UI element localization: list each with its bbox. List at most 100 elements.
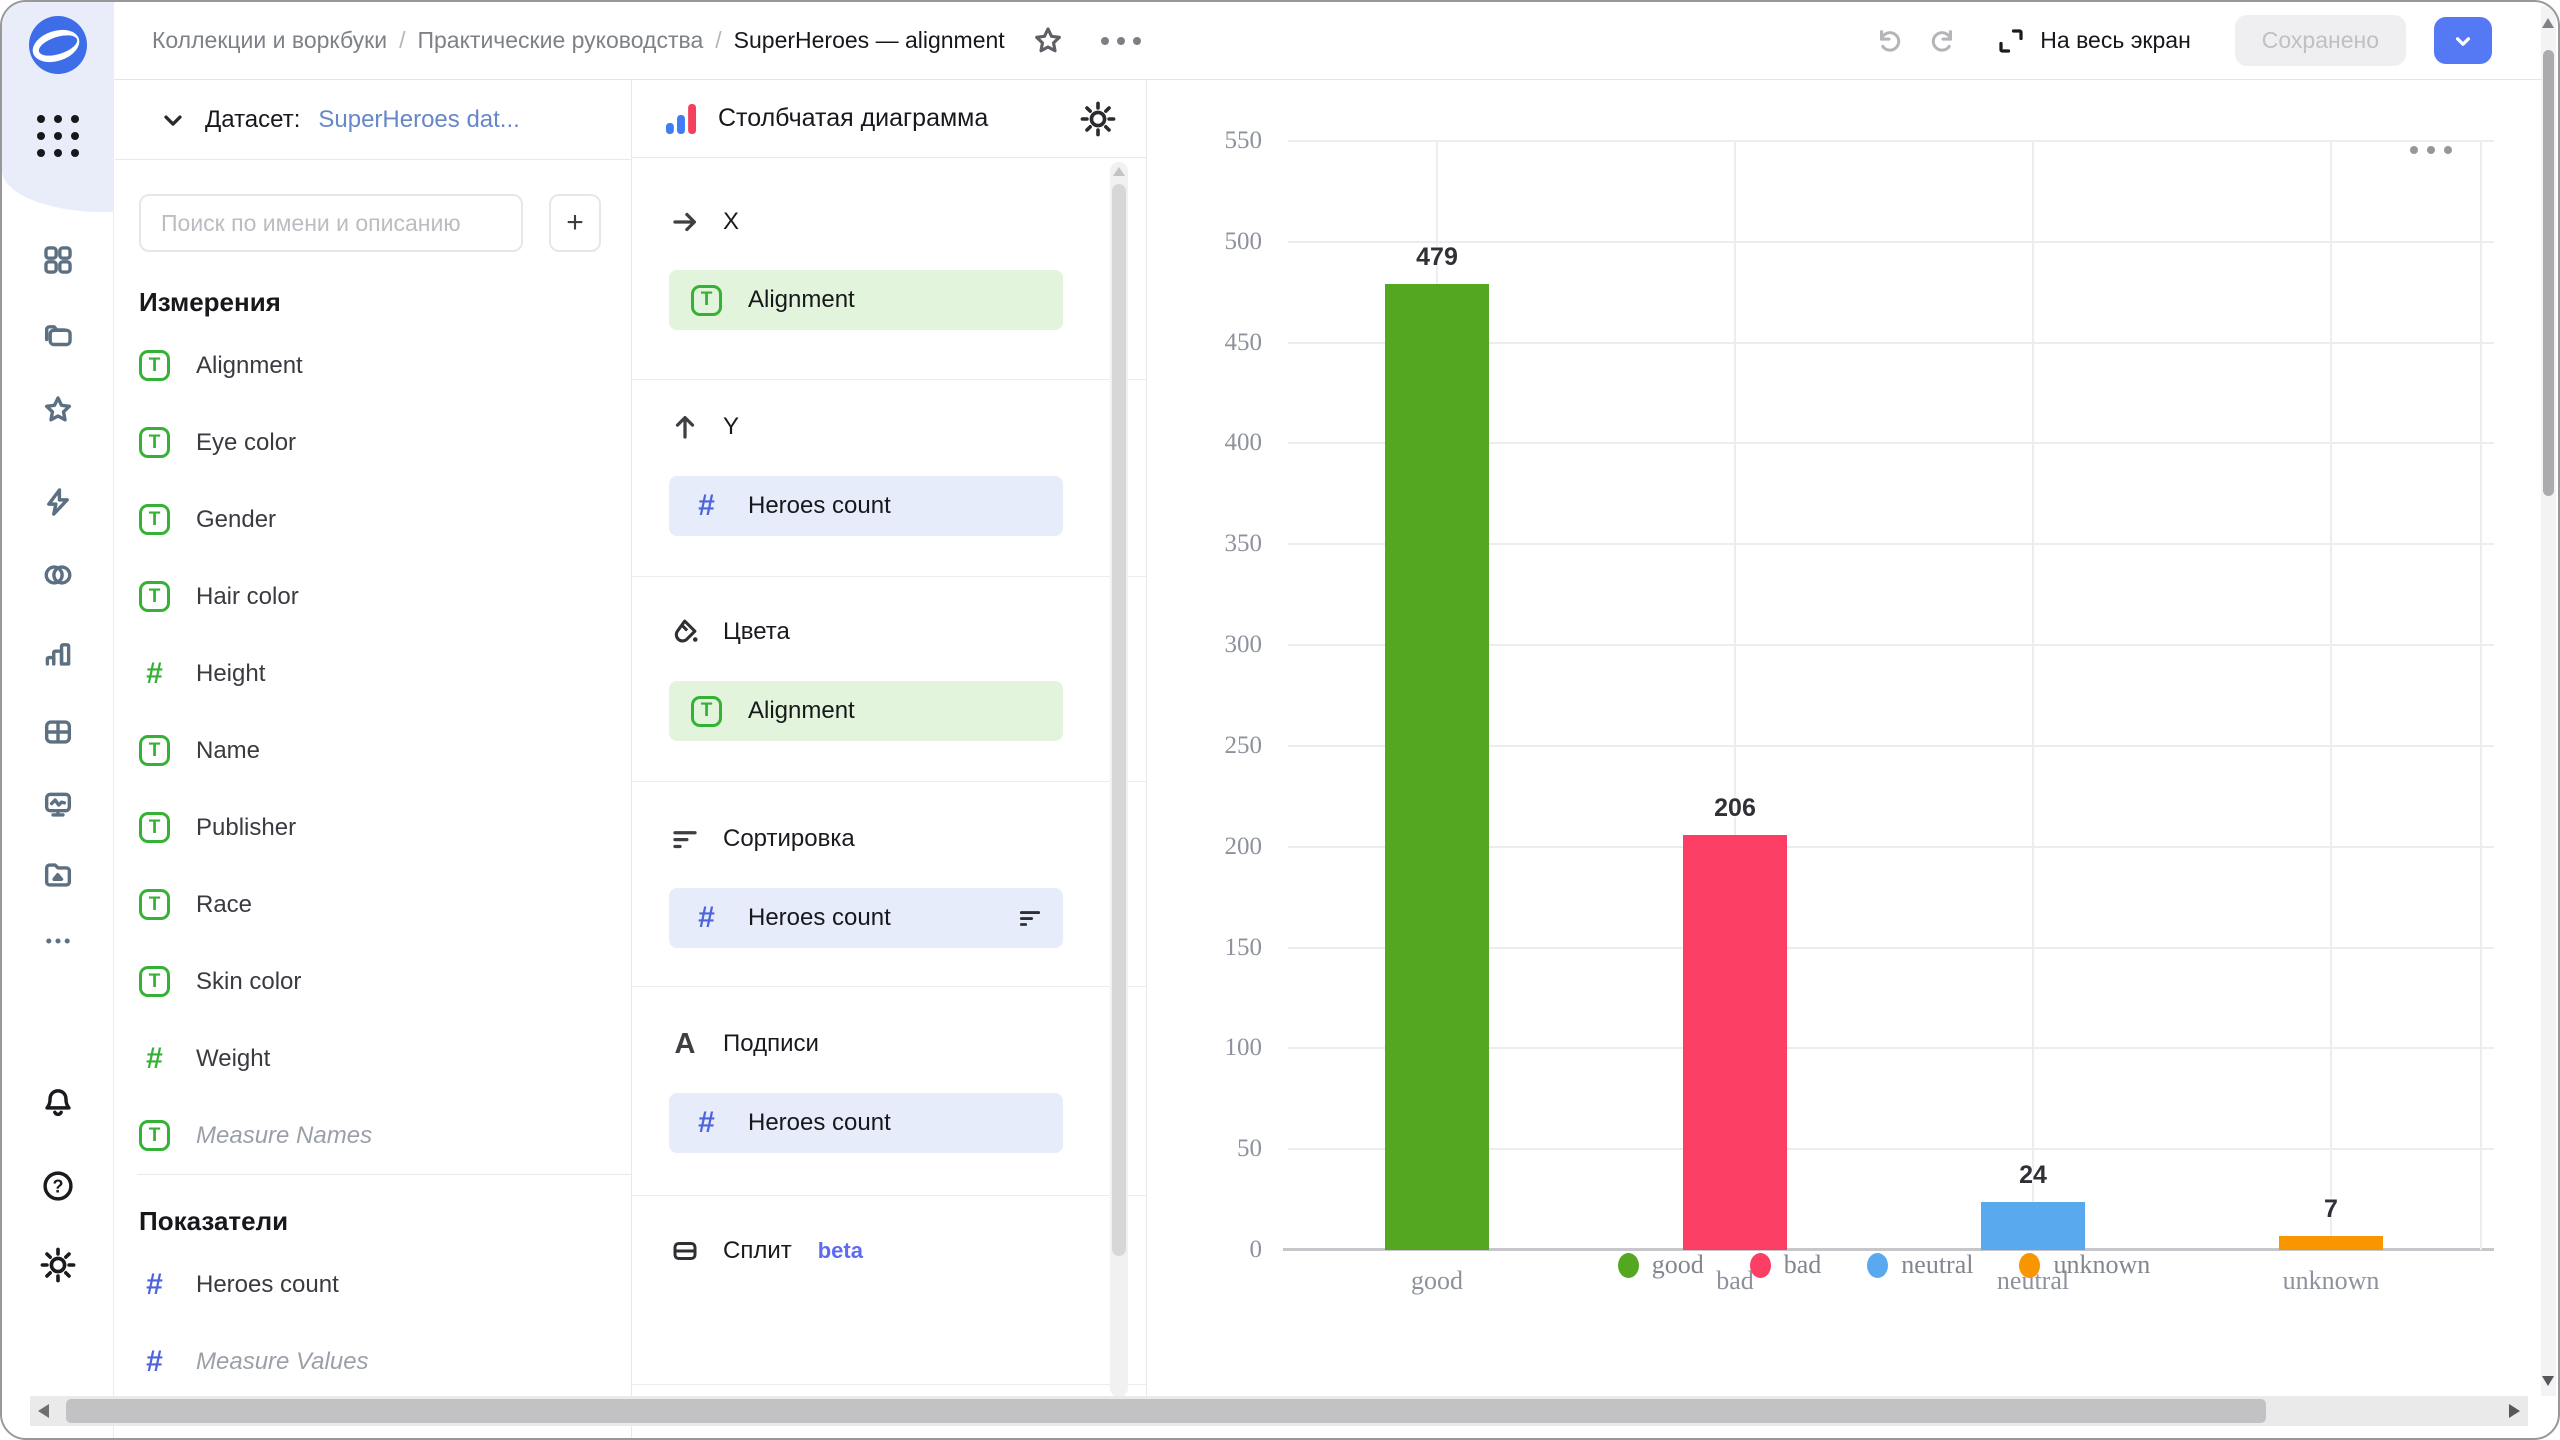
scroll-down-icon[interactable]: [2542, 1376, 2554, 1386]
string-field-icon: T: [139, 812, 170, 843]
dashboards-icon[interactable]: [36, 710, 80, 754]
dimension-field-row[interactable]: T Name: [115, 712, 631, 789]
bar-good[interactable]: [1385, 284, 1489, 1250]
y-axis-tick-label: 150: [1225, 934, 1263, 962]
more-menu-icon[interactable]: [1095, 31, 1147, 51]
number-field-icon: #: [139, 1268, 170, 1302]
fullscreen-label: На весь экран: [2040, 27, 2191, 54]
x-field-pill[interactable]: T Alignment: [669, 270, 1063, 330]
legend-label: neutral: [1901, 1250, 1973, 1280]
horizontal-scrollbar[interactable]: [30, 1396, 2528, 1426]
legend-item-neutral[interactable]: neutral: [1867, 1250, 1973, 1280]
string-field-icon: T: [691, 285, 722, 316]
string-field-icon: T: [139, 1120, 170, 1151]
breadcrumb-guides[interactable]: Практические руководства: [417, 27, 703, 54]
vertical-scrollbar[interactable]: [2541, 6, 2556, 1396]
string-field-icon: T: [139, 350, 170, 381]
datalens-logo[interactable]: [29, 16, 87, 74]
legend-marker: [1750, 1253, 1771, 1278]
measure-field-row[interactable]: # Heroes count: [115, 1246, 631, 1323]
legend-marker: [1867, 1253, 1888, 1278]
field-label: Measure Names: [196, 1122, 372, 1150]
charts-icon[interactable]: [36, 632, 80, 676]
apps-grid-icon[interactable]: [37, 115, 79, 157]
string-field-icon: T: [139, 427, 170, 458]
vertical-scrollbar-thumb[interactable]: [2543, 50, 2554, 496]
section-labels: A Подписи: [669, 1027, 819, 1061]
chevron-down-icon: [2450, 28, 2476, 54]
scroll-up-icon[interactable]: [2542, 18, 2554, 28]
settings-gear-icon[interactable]: [36, 1243, 80, 1287]
sort-field-pill[interactable]: # Heroes count: [669, 888, 1063, 948]
sort-desc-icon[interactable]: [1017, 905, 1043, 931]
dimension-field-row[interactable]: T Gender: [115, 481, 631, 558]
breadcrumb-collections[interactable]: Коллекции и воркбуки: [152, 27, 387, 54]
dimension-field-row[interactable]: # Weight: [115, 1020, 631, 1097]
add-field-button[interactable]: +: [549, 194, 601, 252]
save-dropdown-button[interactable]: [2434, 17, 2492, 64]
dimension-field-row[interactable]: T Hair color: [115, 558, 631, 635]
y-axis-tick-label: 100: [1225, 1034, 1263, 1062]
labels-field-pill[interactable]: # Heroes count: [669, 1093, 1063, 1153]
undo-icon[interactable]: [1874, 26, 1904, 56]
presentations-icon[interactable]: [36, 783, 80, 827]
y-axis-tick-label: 250: [1225, 732, 1263, 760]
field-label: Skin color: [196, 968, 301, 996]
dimension-field-row[interactable]: T Race: [115, 866, 631, 943]
legend-item-unknown[interactable]: unknown: [2019, 1250, 2150, 1280]
redo-icon[interactable]: [1928, 26, 1958, 56]
dimension-field-row[interactable]: T Skin color: [115, 943, 631, 1020]
config-scrollbar-thumb[interactable]: [1112, 184, 1126, 1256]
bar-value-label: 206: [1714, 794, 1756, 823]
config-scrollbar[interactable]: [1110, 162, 1128, 1397]
chart-settings-gear-icon[interactable]: [1080, 101, 1116, 137]
datasets-icon[interactable]: [36, 553, 80, 597]
bar-value-label: 479: [1416, 243, 1458, 272]
saved-button[interactable]: Сохранено: [2235, 15, 2406, 66]
measure-field-row[interactable]: # Measure Values: [115, 1323, 631, 1400]
dimension-field-row[interactable]: T Eye color: [115, 404, 631, 481]
section-colors-label: Цвета: [723, 618, 790, 646]
legend-label: good: [1652, 1250, 1704, 1280]
dimension-field-row[interactable]: T Measure Names: [115, 1097, 631, 1174]
help-icon[interactable]: ?: [36, 1164, 80, 1208]
string-field-icon: T: [139, 581, 170, 612]
connections-icon[interactable]: [36, 480, 80, 524]
scroll-up-icon[interactable]: [1113, 167, 1125, 176]
scroll-right-icon[interactable]: [2509, 1404, 2520, 1418]
legend-item-good[interactable]: good: [1618, 1250, 1704, 1280]
dimension-field-row[interactable]: T Alignment: [115, 327, 631, 404]
string-field-icon: T: [139, 735, 170, 766]
favorite-star-icon[interactable]: [1031, 24, 1065, 58]
dimension-field-row[interactable]: T Publisher: [115, 789, 631, 866]
notifications-bell-icon[interactable]: [36, 1080, 80, 1124]
rail-more-icon[interactable]: [36, 919, 80, 963]
y-axis-tick-label: 500: [1225, 228, 1263, 256]
dimension-field-row[interactable]: # Height: [115, 635, 631, 712]
collapse-chevron-icon[interactable]: [159, 106, 187, 134]
field-label: Alignment: [196, 352, 303, 380]
divider: [137, 1174, 631, 1175]
storage-icon[interactable]: [36, 853, 80, 897]
y-field-pill[interactable]: # Heroes count: [669, 476, 1063, 536]
gridline: [1288, 241, 2494, 243]
scroll-left-icon[interactable]: [38, 1404, 49, 1418]
letter-a-icon: A: [669, 1030, 701, 1059]
bar-unknown[interactable]: [2279, 1236, 2383, 1250]
paint-bucket-icon: [669, 616, 701, 648]
bar-neutral[interactable]: [1981, 1202, 2085, 1250]
split-icon: [669, 1236, 701, 1266]
all-objects-icon[interactable]: [36, 238, 80, 282]
dataset-name-link[interactable]: SuperHeroes dat...: [318, 106, 519, 134]
colors-field-pill[interactable]: T Alignment: [669, 681, 1063, 741]
favorites-icon[interactable]: [36, 388, 80, 432]
sort-field-label: Heroes count: [748, 904, 891, 932]
horizontal-scrollbar-thumb[interactable]: [66, 1399, 2266, 1423]
field-search-input[interactable]: [139, 194, 523, 252]
y-axis-tick-label: 550: [1225, 127, 1263, 155]
divider: [632, 1384, 1146, 1385]
collections-icon[interactable]: [36, 314, 80, 358]
bar-bad[interactable]: [1683, 835, 1787, 1250]
fullscreen-button[interactable]: На весь экран: [1996, 26, 2191, 56]
legend-item-bad[interactable]: bad: [1750, 1250, 1822, 1280]
